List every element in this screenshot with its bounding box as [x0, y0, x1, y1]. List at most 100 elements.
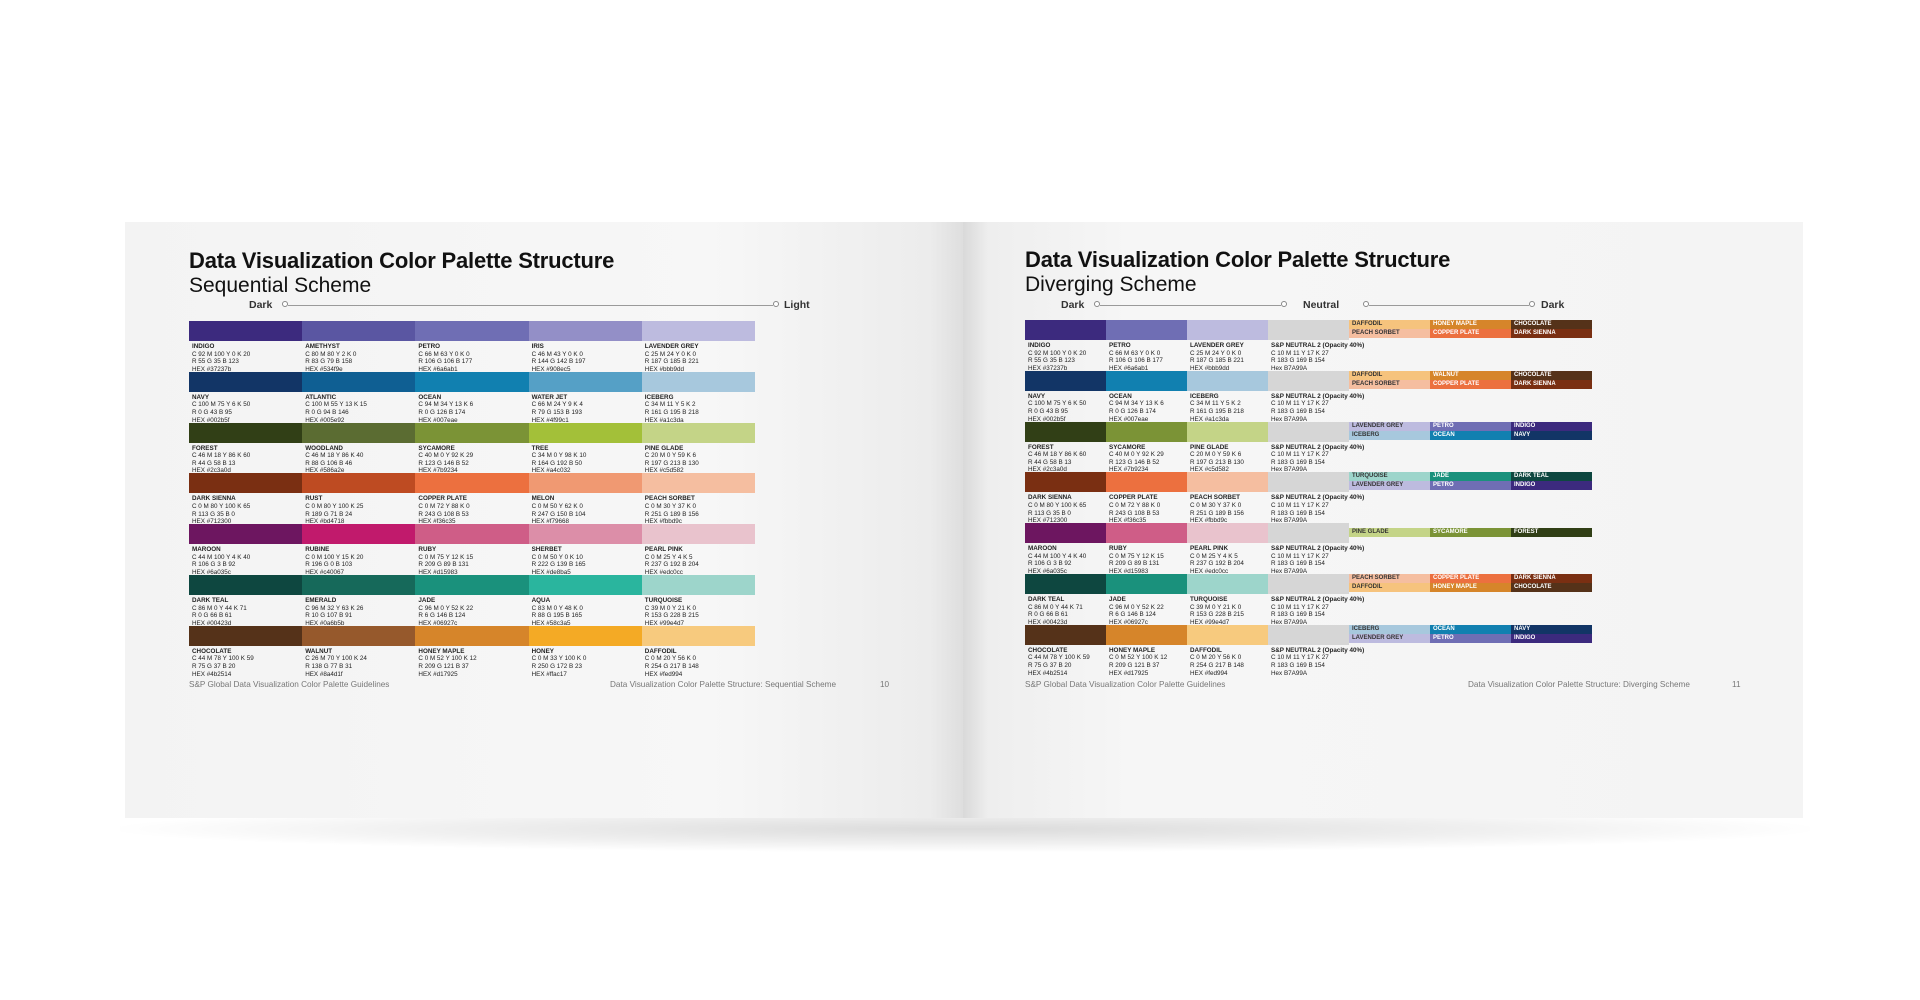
swatch-cmyk: C 10 M 11 Y 17 K 27 [1271, 349, 1329, 357]
swatch-hex: HEX #908ec5 [531, 365, 571, 373]
swatch-name: RUST [305, 495, 323, 503]
axis-end-label: Dark [1541, 299, 1565, 311]
swatch-name: PINE GLADE [644, 444, 684, 452]
swatch-cmyk: C 40 M 0 Y 92 K 29 [1109, 451, 1164, 459]
swatch-rgb: R 123 G 146 B 52 [1109, 458, 1160, 466]
swatch-cmyk: C 100 M 55 Y 13 K 15 [305, 401, 367, 409]
swatch-hex: HEX #bbb9dd [1190, 364, 1230, 372]
pairing-chip: DARK SIENNA [1511, 574, 1592, 583]
swatch-name: PEACH SORBET [644, 495, 695, 503]
open-brochure: Data Visualization Color Palette Structu… [125, 222, 1803, 818]
swatch-hex: Hex B7A99A [1271, 466, 1308, 474]
swatch-hex: HEX #fed994 [1190, 669, 1228, 677]
pairing-chip: CHOCOLATE [1511, 320, 1592, 329]
page-subtitle: Diverging Scheme [1025, 273, 1197, 296]
axis-start-dot [282, 301, 288, 307]
swatch-specs: DARK SIENNA C 0 M 80 Y 100 K 65 R 113 G 35… [1028, 494, 1086, 524]
swatch-rgb: R 243 G 108 B 53 [1109, 509, 1160, 517]
pairing-chip: INDIGO [1511, 481, 1592, 491]
pairing-chip: PINE GLADE [1349, 528, 1430, 538]
swatch-rgb: R 164 G 192 B 50 [531, 459, 583, 467]
swatch-color-bar [415, 371, 529, 392]
swatch-color-bar [641, 524, 755, 545]
swatch-rgb: R 88 G 106 B 46 [305, 459, 353, 467]
swatch-rgb: R 83 G 79 B 158 [305, 358, 353, 366]
swatch-rgb: R 88 G 195 B 165 [531, 612, 583, 620]
swatch-specs: S&P NEUTRAL 2 (Opacity 40%) C 10 M 11 Y 1… [1271, 494, 1364, 524]
swatch-specs: RUBY C 0 M 75 Y 12 K 15 R 209 G 89 B 131 HE… [418, 546, 473, 576]
swatch-color-bar [302, 524, 416, 545]
swatch-name: S&P NEUTRAL 2 (Opacity 40%) [1271, 392, 1365, 400]
footer-guide-title: S&P Global Data Visualization Color Pale… [189, 680, 390, 689]
swatch-hex: HEX #c5d582 [644, 467, 684, 475]
swatch-color-bar [302, 473, 416, 494]
swatch-specs: RUST C 0 M 80 Y 100 K 25 R 189 G 71 B 24 HE… [305, 495, 363, 525]
swatch-cmyk: C 0 M 72 Y 88 K 0 [418, 502, 470, 510]
swatch-specs: S&P NEUTRAL 2 (Opacity 40%) C 10 M 11 Y 1… [1271, 393, 1364, 423]
swatch-hex: HEX #7b9234 [1109, 466, 1149, 474]
swatch-hex: HEX #534f9e [305, 365, 343, 373]
swatch-color-bar [302, 321, 416, 341]
swatch-specs: S&P NEUTRAL 2 (Opacity 40%) C 10 M 11 Y 1… [1271, 342, 1364, 372]
swatch-hex: HEX #ffac17 [531, 670, 567, 678]
swatch-rgb: R 44 G 58 B 13 [1028, 458, 1072, 466]
swatch-name: PEARL PINK [644, 546, 683, 554]
swatch-rgb: R 209 G 89 B 131 [1109, 560, 1160, 568]
palette-row: MAROON C 44 M 100 Y 4 K 40 R 106 G 3 B 92 H… [189, 524, 755, 576]
swatch-color-bar [302, 625, 416, 646]
swatch-hex: HEX #c40067 [305, 568, 345, 576]
swatch-color-bar [528, 473, 642, 494]
swatch-color-bar [415, 473, 529, 494]
swatch-color-bar [528, 321, 642, 341]
palette-row: INDIGO C 92 M 100 Y 0 K 20 R 55 G 35 B 123… [189, 321, 755, 373]
pairing-chip: WALNUT [1430, 370, 1511, 380]
swatch-rgb: R 0 G 43 B 95 [1028, 407, 1068, 415]
swatch-name: S&P NEUTRAL 2 (Opacity 40%) [1271, 596, 1365, 603]
swatch-name: TREE [531, 444, 549, 452]
swatch-rgb: R 113 G 35 B 0 [192, 510, 235, 518]
swatch-specs: MAROON C 44 M 100 Y 4 K 40 R 106 G 3 B 92 H… [192, 546, 250, 576]
swatch-rgb: R 0 G 94 B 146 [305, 408, 349, 416]
pairing-chip: OCEAN [1430, 624, 1511, 634]
swatch-color-bar [1106, 574, 1187, 594]
swatch-name: LAVENDER GREY [1190, 342, 1244, 349]
swatch-color-bar [641, 473, 755, 494]
swatch-color-bar [1106, 421, 1187, 442]
swatch-rgb: R 153 G 228 B 215 [644, 612, 699, 620]
right-page: Data Visualization Color Palette Structu… [963, 222, 1803, 818]
swatch-cmyk: C 0 M 80 Y 100 K 25 [305, 502, 364, 510]
swatch-hex: HEX #edc0cc [1190, 567, 1229, 575]
swatch-specs: TREE C 34 M 0 Y 98 K 10 R 164 G 192 B 50 HE… [532, 445, 587, 475]
pairing-chip: PETRO [1430, 633, 1511, 643]
swatch-rgb: R 0 G 66 B 61 [192, 612, 232, 620]
swatch-cmyk: C 0 M 75 Y 12 K 15 [1109, 552, 1164, 560]
swatch-hex: HEX #58c3a5 [531, 619, 571, 627]
swatch-rgb: R 187 G 185 B 221 [644, 358, 699, 366]
swatch-cmyk: C 46 M 18 Y 86 K 60 [1028, 451, 1087, 459]
swatch-name: ATLANTIC [305, 393, 337, 401]
swatch-hex: HEX #bbb9dd [644, 365, 685, 373]
swatch-rgb: R 55 G 35 B 123 [192, 358, 239, 366]
palette-row: FOREST C 46 M 18 Y 86 K 60 R 44 G 58 B 13 H… [1025, 421, 1593, 473]
swatch-color-bar [1025, 320, 1106, 340]
palette-row: NAVY C 100 M 75 Y 6 K 50 R 0 G 43 B 95 HEX … [1025, 370, 1593, 423]
swatch-rgb: R 0 G 43 B 95 [192, 408, 232, 416]
pairing-chip: ICEBERG [1349, 624, 1430, 634]
swatch-hex: HEX #007eae [1109, 415, 1149, 423]
swatch-name: S&P NEUTRAL 2 (Opacity 40%) [1271, 646, 1365, 654]
swatch-hex: HEX #002b5f [1028, 415, 1066, 423]
swatch-name: S&P NEUTRAL 2 (Opacity 40%) [1271, 545, 1365, 553]
swatch-color-bar [641, 371, 755, 392]
pairing-chip: HONEY MAPLE [1430, 320, 1511, 329]
axis-line [288, 304, 773, 306]
swatch-rgb: R 6 G 146 B 124 [418, 612, 466, 620]
swatch-cmyk: C 83 M 0 Y 48 K 0 [531, 604, 583, 612]
swatch-name: RUBY [418, 546, 437, 554]
swatch-cmyk: C 0 M 50 Y 62 K 0 [531, 502, 583, 510]
